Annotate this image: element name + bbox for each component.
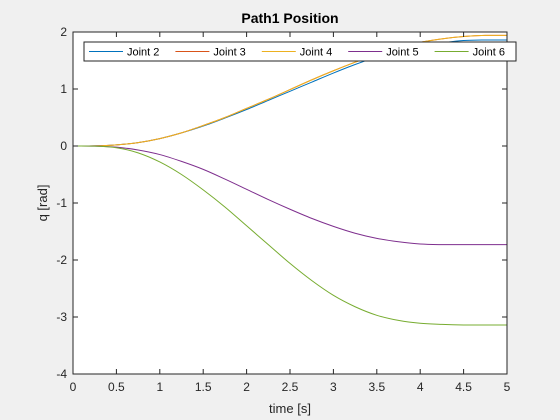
legend-box [83, 41, 517, 62]
plot-area [73, 32, 507, 374]
x-tick-label: 0 [70, 380, 77, 394]
x-tick-label: 3 [330, 380, 337, 394]
legend-label: Joint 3 [213, 47, 245, 59]
y-tick-label: -2 [56, 253, 67, 267]
legend-item: Joint 4 [261, 47, 332, 59]
y-tick-label: -1 [56, 196, 67, 210]
plot-frame [72, 31, 508, 375]
y-tick-label: 0 [60, 139, 67, 153]
x-tick-label: 1 [156, 380, 163, 394]
legend-item: Joint 5 [348, 47, 419, 59]
x-tick-label: 2 [243, 380, 250, 394]
x-tick-label: 2.5 [282, 380, 299, 394]
tick-layer: 0 0.5 1 1.5 2 2.5 3 3.5 4 4.5 5 -4 -3 -2 -1 0 1 2 [56, 25, 510, 394]
legend-item: Joint 2 [89, 47, 159, 59]
y-axis-label: q [rad] [35, 185, 50, 222]
legend-label: Joint 2 [127, 47, 159, 59]
chart-title: Path1 Position [241, 10, 338, 26]
legend-label: Joint 4 [300, 47, 332, 59]
x-tick-label: 4.5 [455, 380, 472, 394]
legend-item: Joint 3 [175, 47, 246, 59]
y-tick-label: 1 [60, 82, 67, 96]
series-line-joint-6 [72, 145, 507, 326]
x-tick-label: 5 [504, 380, 511, 394]
legend: Joint 2 Joint 3 Joint 4 Joint 5 Joint 6 [83, 41, 517, 62]
legend-item: Joint 6 [434, 47, 505, 59]
series-line-joint-4 [72, 34, 508, 147]
x-axis-label: time [s] [269, 401, 311, 416]
y-tick-label: -4 [56, 367, 67, 381]
x-tick-label: 3.5 [368, 380, 385, 394]
x-tick-label: 4 [417, 380, 424, 394]
legend-label: Joint 6 [473, 47, 505, 59]
legend-label: Joint 5 [386, 47, 418, 59]
y-tick-label: -3 [56, 310, 67, 324]
y-tick-label: 2 [60, 25, 67, 39]
series-line-joint-5 [72, 145, 507, 246]
x-tick-label: 0.5 [108, 380, 125, 394]
x-tick-label: 1.5 [195, 380, 212, 394]
